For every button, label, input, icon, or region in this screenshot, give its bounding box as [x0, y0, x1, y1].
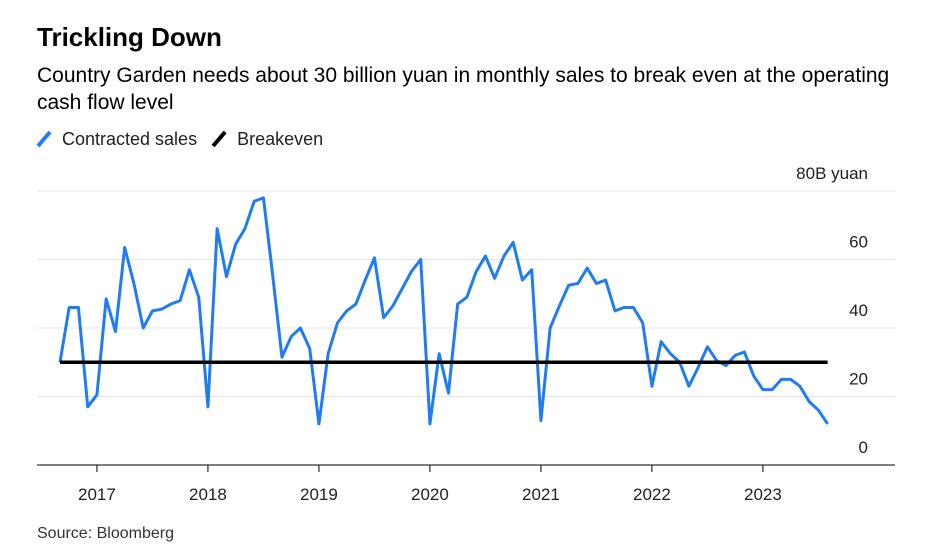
x-tick-label: 2021: [522, 485, 560, 504]
y-tick-label: 60: [849, 233, 868, 252]
series-line: [58, 196, 829, 426]
x-tick-label: 2019: [300, 485, 338, 504]
legend-label: Contracted sales: [62, 129, 197, 149]
legend-swatch: [36, 130, 52, 148]
legend-swatch: [211, 130, 227, 148]
y-tick-label: 80B yuan: [796, 164, 868, 183]
y-tick-label: 20: [849, 370, 868, 389]
x-tick-label: 2020: [411, 485, 449, 504]
y-tick-label: 40: [849, 301, 868, 320]
chart-title: Trickling Down: [37, 22, 222, 52]
legend-label: Breakeven: [237, 129, 323, 149]
chart: Contracted sales Breakeven 0 20 40 60 80B yuan…: [36, 129, 895, 504]
y-tick-label: 0: [859, 438, 868, 457]
source: Source: Bloomberg: [37, 525, 174, 542]
x-tick-label: 2022: [633, 485, 671, 504]
x-tick-label: 2018: [189, 485, 227, 504]
x-tick-label: 2017: [78, 485, 116, 504]
chart-subtitle: Country Garden needs about 30 billion yu…: [37, 64, 890, 114]
x-tick-label: 2023: [744, 485, 782, 504]
